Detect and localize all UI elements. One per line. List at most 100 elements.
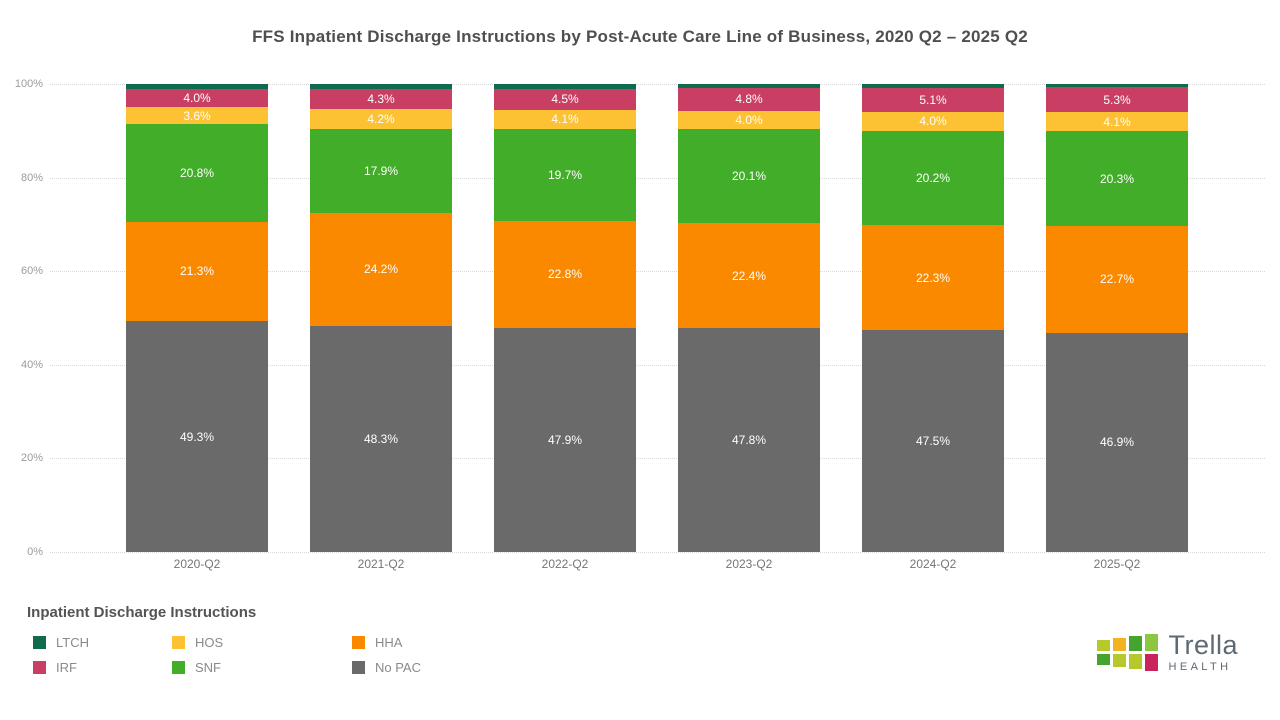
bar-segment-no-pac-2025-q2[interactable]: 46.9% (1046, 332, 1188, 552)
bar-segment-ltch-2022-q2[interactable] (494, 84, 636, 89)
bar-segment-hos-2025-q2[interactable]: 4.1% (1046, 112, 1188, 132)
legend-item-ltch[interactable]: LTCH (33, 634, 89, 650)
bar-segment-no-pac-2024-q2[interactable]: 47.5% (862, 329, 1004, 552)
bar-segment-irf-2022-q2[interactable]: 4.5% (494, 88, 636, 110)
bar-segment-value-label: 22.3% (915, 270, 951, 285)
y-axis-tick-label: 40% (20, 358, 43, 371)
legend-label: LTCH (56, 634, 89, 650)
legend-column: HHA No PAC (352, 634, 421, 675)
bar-segment-no-pac-2023-q2[interactable]: 47.8% (678, 328, 820, 552)
bar-segment-snf-2023-q2[interactable]: 20.1% (678, 129, 820, 224)
y-gridline-80 (50, 177, 1265, 179)
bar-segment-value-label: 17.9% (363, 163, 399, 178)
bar-segment-hos-2024-q2[interactable]: 4.0% (862, 112, 1004, 131)
bar-segment-value-label: 22.8% (547, 267, 583, 282)
y-gridline-40 (50, 364, 1265, 366)
bar-segment-hos-2022-q2[interactable]: 4.1% (494, 109, 636, 129)
bar-segment-no-pac-2021-q2[interactable]: 48.3% (310, 325, 452, 552)
chart-title: FFS Inpatient Discharge Instructions by … (252, 27, 1028, 46)
bar-segment-no-pac-2020-q2[interactable]: 49.3% (126, 321, 268, 552)
bar-segment-hha-2021-q2[interactable]: 24.2% (310, 212, 452, 326)
y-axis-tick-label: 20% (20, 452, 43, 465)
logo-square (1145, 634, 1159, 651)
bar-segment-value-label: 20.2% (915, 171, 951, 186)
y-axis-tick-label: 100% (14, 78, 43, 90)
bar-segment-value-label: 22.7% (1099, 272, 1135, 287)
y-axis-tick-label: 60% (20, 265, 43, 278)
bar-segment-ltch-2025-q2[interactable] (1046, 84, 1188, 88)
legend-label: HOS (195, 634, 224, 650)
bar-segment-hos-2021-q2[interactable]: 4.2% (310, 109, 452, 129)
x-axis-tick-label-2023-q2: 2023-Q2 (725, 557, 773, 571)
legend-item-snf[interactable]: SNF (172, 659, 223, 675)
bar-segment-snf-2020-q2[interactable]: 20.8% (126, 124, 268, 222)
legend-label: HHA (375, 634, 403, 650)
bar-segment-value-label: 3.6% (183, 108, 211, 123)
bar-segment-ltch-2020-q2[interactable] (126, 84, 268, 89)
bar-segment-value-label: 4.5% (551, 92, 579, 107)
bar-segment-no-pac-2022-q2[interactable]: 47.9% (494, 327, 636, 552)
bar-segment-value-label: 4.3% (367, 92, 395, 107)
legend-item-hos[interactable]: HOS (172, 634, 223, 650)
bar-segment-irf-2020-q2[interactable]: 4.0% (126, 88, 268, 108)
bar-segment-irf-2025-q2[interactable]: 5.3% (1046, 87, 1188, 113)
logo-sub-text: HEALTH (1168, 661, 1232, 673)
bar-segment-value-label: 47.9% (547, 432, 583, 447)
bar-segment-value-label: 4.8% (735, 92, 763, 107)
bar-segment-hos-2020-q2[interactable]: 3.6% (126, 107, 268, 125)
legend-swatch-ltch (33, 635, 46, 649)
legend-label: IRF (56, 659, 77, 675)
logo-square-column (1129, 636, 1143, 669)
legend-column: HOS SNF (172, 634, 223, 675)
logo-square (1097, 654, 1111, 665)
y-gridline-100 (50, 84, 1265, 85)
logo-square (1097, 640, 1111, 651)
bar-segment-value-label: 20.8% (179, 165, 215, 180)
bar-segment-ltch-2021-q2[interactable] (310, 84, 452, 90)
bar-segment-value-label: 20.3% (1099, 171, 1135, 186)
bar-segment-hos-2023-q2[interactable]: 4.0% (678, 110, 820, 130)
x-axis-tick-label-2021-q2: 2021-Q2 (357, 557, 405, 571)
legend-item-no-pac[interactable]: No PAC (352, 659, 421, 675)
bar-segment-ltch-2023-q2[interactable] (678, 84, 820, 89)
bar-segment-value-label: 5.3% (1103, 92, 1131, 107)
bar-segment-value-label: 19.7% (547, 168, 583, 183)
bar-segment-hha-2024-q2[interactable]: 22.3% (862, 225, 1004, 330)
bar-segment-snf-2025-q2[interactable]: 20.3% (1046, 131, 1188, 227)
bar-segment-value-label: 4.1% (551, 112, 579, 127)
legend-title: Inpatient Discharge Instructions (27, 604, 257, 621)
x-axis-tick-label-2025-q2: 2025-Q2 (1093, 557, 1141, 571)
y-axis-tick-label: 0% (27, 546, 43, 558)
bar-segment-value-label: 24.2% (363, 262, 399, 277)
bar-segment-value-label: 20.1% (731, 169, 767, 184)
bar-segment-value-label: 4.0% (735, 113, 763, 128)
legend-item-irf[interactable]: IRF (33, 659, 89, 675)
bar-segment-value-label: 48.3% (363, 431, 399, 446)
logo-square-column (1097, 640, 1111, 665)
bar-segment-hha-2022-q2[interactable]: 22.8% (494, 221, 636, 328)
legend-item-hha[interactable]: HHA (352, 634, 421, 650)
legend-swatch-hha (352, 635, 365, 649)
bar-segment-value-label: 49.3% (179, 429, 215, 444)
bar-segment-snf-2024-q2[interactable]: 20.2% (862, 130, 1004, 226)
bar-segment-snf-2021-q2[interactable]: 17.9% (310, 128, 452, 213)
logo-brand-text: Trella (1168, 630, 1238, 660)
bar-segment-snf-2022-q2[interactable]: 19.7% (494, 128, 636, 222)
bar-segment-irf-2024-q2[interactable]: 5.1% (862, 88, 1004, 113)
bar-segment-value-label: 5.1% (919, 93, 947, 108)
bar-segment-hha-2020-q2[interactable]: 21.3% (126, 221, 268, 322)
bar-segment-value-label: 22.4% (731, 268, 767, 283)
bar-segment-ltch-2024-q2[interactable] (862, 84, 1004, 89)
bar-segment-hha-2025-q2[interactable]: 22.7% (1046, 226, 1188, 333)
bar-segment-value-label: 46.9% (1099, 435, 1135, 450)
bar-segment-value-label: 21.3% (179, 264, 215, 279)
bar-segment-value-label: 47.5% (915, 433, 951, 448)
legend-label: SNF (195, 659, 221, 675)
bar-segment-irf-2023-q2[interactable]: 4.8% (678, 88, 820, 111)
bar-segment-value-label: 4.1% (1103, 114, 1131, 129)
y-axis-tick-label: 80% (20, 171, 43, 184)
bar-segment-value-label: 47.8% (731, 433, 767, 448)
bar-segment-hha-2023-q2[interactable]: 22.4% (678, 223, 820, 329)
y-gridline-20 (50, 458, 1265, 460)
bar-segment-irf-2021-q2[interactable]: 4.3% (310, 89, 452, 110)
